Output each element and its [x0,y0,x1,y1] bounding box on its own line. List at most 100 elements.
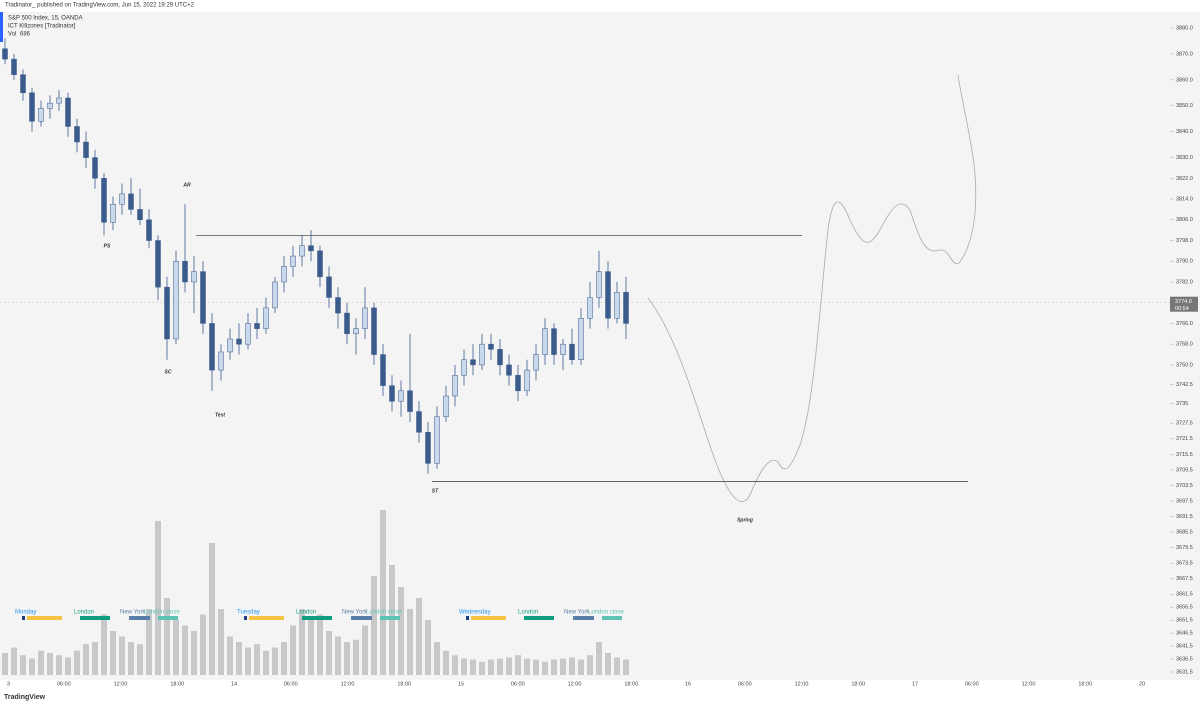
killzone-bar [302,616,332,620]
volume-bar [461,658,467,675]
x-tick-label: 06:00 [284,681,298,687]
candle-body [119,193,125,205]
y-tick-label: 3830.0 [1176,155,1193,161]
volume-bar [344,642,350,675]
candle-body [362,307,368,329]
killzone-day: Monday [15,610,36,616]
x-tick-label: 18:00 [1078,681,1092,687]
projection-path [647,74,977,502]
y-tick-label: 3790.0 [1176,259,1193,265]
x-tick-label: 12:00 [568,681,582,687]
candle-body [74,126,80,143]
candle-body [434,416,440,464]
volume-bar [209,543,215,675]
annotation: ST [432,488,439,494]
last-price-box [1170,296,1198,312]
killzone-bar [351,616,372,620]
y-tick-label: 3850.0 [1176,103,1193,109]
candle-body [290,255,296,267]
volume-last: 686 [20,32,31,38]
candle-body [83,141,89,158]
y-tick-label: 3685.5 [1176,530,1193,536]
volume-bar [290,625,296,675]
volume-bar [191,631,197,675]
volume-bar [263,650,269,675]
candle-body [380,354,386,386]
candle-body [524,369,530,392]
volume-bar [218,609,224,675]
candle-body [614,292,620,319]
y-tick-label: 3870.0 [1176,51,1193,57]
candle-body [398,390,404,402]
volume-bar [623,659,629,675]
volume-bar [182,625,188,675]
volume-bar [11,647,17,675]
accent [0,12,3,42]
candle-body [155,240,161,288]
volume-bar [83,644,89,675]
y-tick-label: 3798.0 [1176,238,1193,244]
x-tick-label: 20 [1139,681,1145,687]
y-tick-label: 3667.5 [1176,576,1193,582]
candle-body [344,312,350,335]
y-tick-label: 3782.0 [1176,279,1193,285]
y-tick-label: 3715.5 [1176,452,1193,458]
volume-label: Vol [8,32,16,38]
y-tick-label: 3673.5 [1176,561,1193,567]
y-tick-label: 3742.5 [1176,382,1193,388]
last-price-label: 3774.0 [1175,299,1192,305]
candle-body [578,318,584,360]
volume-bar [497,658,503,675]
candle-body [236,338,242,345]
volume-bar [74,650,80,675]
killzone-marker [466,616,469,620]
symbol: S&P 500 Index, 15, OANDA [8,16,83,22]
x-tick-label: 3 [7,681,10,687]
candle-body [317,250,323,278]
annotation: PS [104,243,111,249]
volume-bar [281,642,287,675]
x-tick-label: 18:00 [170,681,184,687]
volume-bar [200,614,206,675]
candle-body [569,343,575,360]
killzone-bar [129,616,150,620]
candle-body [164,286,170,340]
x-tick-label: 12:00 [795,681,809,687]
candle-body [56,97,62,104]
x-tick-label: 12:00 [341,681,355,687]
y-tick-label: 3703.5 [1176,483,1193,489]
killzone-bar [158,616,178,620]
candle-body [20,74,26,94]
killzone-bar [80,616,110,620]
annotation: AR [182,182,191,188]
volume-bar [371,576,377,675]
x-tick-label: 17 [912,681,918,687]
x-tick-label: 06:00 [965,681,979,687]
candle-body [272,281,278,309]
candle-body [353,328,359,335]
volume-bar [101,614,107,675]
candle-body [245,323,251,345]
candle-body [137,209,143,221]
indicator: ICT Killzones [Tradinator] [8,24,76,30]
candle-body [425,432,431,464]
candle-body [173,260,179,340]
volume-bar [614,657,620,675]
y-tick-label: 3691.5 [1176,514,1193,520]
volume-bar [245,647,251,675]
candle-body [416,411,422,433]
y-tick-label: 3766.0 [1176,321,1193,327]
y-tick-label: 3631.5 [1176,669,1193,675]
volume-bar [515,655,521,675]
chart-background [0,12,1200,680]
volume-bar [326,631,332,675]
y-tick-label: 3814.0 [1176,196,1193,202]
killzone-session: London close [144,610,180,616]
candle-body [128,193,134,210]
y-tick-label: 3661.5 [1176,592,1193,598]
volume-bar [578,659,584,675]
candle-body [281,266,287,283]
y-tick-label: 3709.5 [1176,467,1193,473]
candle-body [254,323,260,329]
volume-bar [488,659,494,675]
